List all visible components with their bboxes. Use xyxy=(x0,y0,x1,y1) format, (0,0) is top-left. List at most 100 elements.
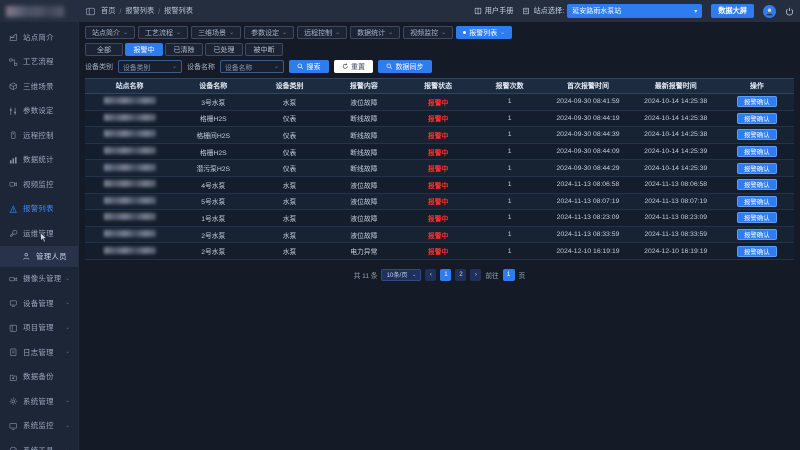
reset-button[interactable]: 重置 xyxy=(333,60,373,73)
chevron-down-icon[interactable]: ⌄ xyxy=(441,30,447,36)
alarm-status-tab-4[interactable]: 被中断 xyxy=(245,43,283,56)
sidebar-item-8[interactable]: 运维管理 xyxy=(0,221,78,246)
alarm-confirm-button[interactable]: 报警确认 xyxy=(737,146,777,158)
chevron-down-icon[interactable]: ⌄ xyxy=(123,30,129,36)
data-screen-button[interactable]: 数据大屏 xyxy=(711,4,754,18)
sidebar-item-15[interactable]: 系统管理 ⌄ xyxy=(0,389,78,414)
prev-page-button[interactable]: ‹ xyxy=(425,268,437,281)
page-tab-1[interactable]: 工艺流程 ⌄ xyxy=(138,26,189,39)
sidebar-item-4[interactable]: 远程控制 xyxy=(0,123,78,148)
chevron-down-icon[interactable]: ⌄ xyxy=(176,30,182,36)
data-sync-button[interactable]: 数据同步 xyxy=(378,60,432,73)
table-row[interactable]: 1号水泵 水泵 液位故障 报警中 1 2024-11-13 08:23:09 2024-11… xyxy=(85,209,794,227)
page-tab-3[interactable]: 参数设定 ⌄ xyxy=(244,26,295,39)
sidebar-item-10[interactable]: 摄像头管理 ⌄ xyxy=(0,267,78,292)
alarm-status-tab-label: 全部 xyxy=(97,46,111,54)
site-select-label: 站点选择: xyxy=(533,6,565,15)
cell-device-category: 水泵 xyxy=(252,193,327,211)
main-area: 首页 / 报警列表 / 报警列表 用户手册 站点选择: 延安路雨水泵站 ▾ xyxy=(67,0,800,450)
next-page-button[interactable]: › xyxy=(470,268,482,281)
alarm-confirm-button[interactable]: 报警确认 xyxy=(737,195,777,207)
chevron-down-icon[interactable]: ⌄ xyxy=(335,30,341,36)
power-button[interactable] xyxy=(785,7,794,16)
column-header-6: 首次报警时间 xyxy=(544,78,632,94)
chevron-down-icon[interactable]: ⌄ xyxy=(500,30,506,36)
alarm-confirm-button[interactable]: 报警确认 xyxy=(737,112,777,124)
table-row[interactable]: 2号水泵 水泵 液位故障 报警中 1 2024-11-13 08:33:59 2024-11… xyxy=(85,226,794,244)
table-row[interactable]: 3号水泵 水泵 液位故障 报警中 1 2024-09-30 08:41:59 2024-10… xyxy=(85,93,794,111)
table-row[interactable]: 5号水泵 水泵 液位故障 报警中 1 2024-11-13 08:07:19 2024-11… xyxy=(85,193,794,211)
user-manual-button[interactable]: 用户手册 xyxy=(474,6,513,16)
sidebar-item-2[interactable]: 三维场景 xyxy=(0,74,78,99)
chevron-down-icon[interactable]: ⌄ xyxy=(229,30,235,36)
alarm-confirm-button[interactable]: 报警确认 xyxy=(737,245,777,257)
mouse-cursor-icon xyxy=(40,232,48,243)
breadcrumb-item-alarm-list[interactable]: 报警列表 xyxy=(125,6,155,15)
goto-page-input[interactable]: 1 xyxy=(502,268,515,281)
search-button[interactable]: 搜索 xyxy=(289,60,329,73)
sidebar-item-13[interactable]: 日志管理 ⌄ xyxy=(0,340,78,365)
sidebar-item-14[interactable]: 数据备份 xyxy=(0,365,78,390)
cell-alarm-content: 液位故障 xyxy=(326,193,401,211)
alarm-status-tab-2[interactable]: 已清除 xyxy=(165,43,203,56)
chevron-down-icon: ⌄ xyxy=(411,271,417,278)
alarm-confirm-button[interactable]: 报警确认 xyxy=(737,96,777,108)
table-row[interactable]: 格栅H2S 仪表 断线故障 报警中 1 2024-09-30 08:44:09 2024-1… xyxy=(85,143,794,161)
table-row[interactable]: 2号水泵 水泵 电力异常 报警中 1 2024-12-10 16:19:19 2024-12… xyxy=(85,242,794,260)
page-tab-5[interactable]: 数据统计 ⌄ xyxy=(350,26,401,39)
alarm-confirm-button[interactable]: 报警确认 xyxy=(737,179,777,191)
page-button-1[interactable]: 1 xyxy=(440,268,452,281)
alarm-status-tab-0[interactable]: 全部 xyxy=(85,43,123,56)
page-tab-6[interactable]: 视频监控 ⌄ xyxy=(403,26,454,39)
page-tab-4[interactable]: 远程控制 ⌄ xyxy=(297,26,348,39)
device-category-select[interactable]: 设备类别 ⌄ xyxy=(118,60,182,73)
cell-site-name xyxy=(85,226,175,244)
site-name-redacted xyxy=(103,180,156,188)
chevron-down-icon[interactable]: ⌄ xyxy=(282,30,288,36)
cell-alarm-count: 1 xyxy=(475,193,545,211)
wrench-icon xyxy=(9,229,18,238)
collapse-menu-icon[interactable] xyxy=(86,7,95,16)
cell-first-alarm-time: 2024-09-30 08:44:39 xyxy=(544,126,632,144)
cell-alarm-status: 报警中 xyxy=(400,143,476,161)
sidebar-item-12[interactable]: 项目管理 ⌄ xyxy=(0,316,78,341)
cell-last-alarm-time: 2024-12-10 16:19:19 xyxy=(631,242,720,260)
table-row[interactable]: 潜污泵H2S 仪表 断线故障 报警中 1 2024-09-30 08:44:29 2024-… xyxy=(85,159,794,177)
alarm-confirm-button[interactable]: 报警确认 xyxy=(737,229,777,241)
location-icon xyxy=(523,7,530,15)
chevron-down-icon: ⌄ xyxy=(65,398,70,405)
breadcrumb-item-home[interactable]: 首页 xyxy=(101,6,116,15)
alarm-confirm-button[interactable]: 报警确认 xyxy=(737,129,777,141)
table-row[interactable]: 格栅H2S 仪表 断线故障 报警中 1 2024-09-30 08:44:19 2024-1… xyxy=(85,110,794,128)
avatar[interactable] xyxy=(763,4,776,18)
sidebar-item-1[interactable]: 工艺流程 xyxy=(0,50,78,75)
page-tab-7[interactable]: 报警列表 ⌄ xyxy=(456,26,513,39)
page-button-2[interactable]: 2 xyxy=(455,268,467,281)
sidebar-item-17[interactable]: 系统工具 ⌄ xyxy=(0,438,78,450)
page-tab-0[interactable]: 站点简介 ⌄ xyxy=(85,26,136,39)
gear-icon xyxy=(9,397,18,406)
sidebar-item-11[interactable]: 设备管理 ⌄ xyxy=(0,291,78,316)
table-row[interactable]: 4号水泵 水泵 液位故障 报警中 1 2024-11-13 08:06:58 2024-11… xyxy=(85,176,794,194)
device-name-select[interactable]: 设备名称 ⌄ xyxy=(220,60,284,73)
sidebar-item-6[interactable]: 视频监控 xyxy=(0,172,78,197)
sidebar-item-0[interactable]: 站点简介 xyxy=(0,25,78,50)
sidebar-item-9[interactable]: 管理人员 xyxy=(0,245,78,267)
chevron-down-icon[interactable]: ⌄ xyxy=(388,30,394,36)
page-tab-2[interactable]: 三维场景 ⌄ xyxy=(191,26,242,39)
page-size-select[interactable]: 10条/页 ⌄ xyxy=(381,268,422,281)
sidebar-item-5[interactable]: 数据统计 xyxy=(0,148,78,173)
alarm-confirm-button[interactable]: 报警确认 xyxy=(737,162,777,174)
table-row[interactable]: 格栅间H2S 仪表 断线故障 报警中 1 2024-09-30 08:44:39 2024-… xyxy=(85,126,794,144)
sidebar-item-label: 三维场景 xyxy=(23,81,54,91)
cell-last-alarm-time: 2024-10-14 14:25:38 xyxy=(631,110,720,128)
alarm-status-tab-1[interactable]: 报警中 xyxy=(125,43,163,56)
sidebar-item-7[interactable]: 报警列表 xyxy=(0,197,78,222)
sidebar-item-3[interactable]: 参数设定 xyxy=(0,99,78,124)
site-select-dropdown[interactable]: 延安路雨水泵站 ▾ xyxy=(567,4,703,18)
alarm-confirm-button[interactable]: 报警确认 xyxy=(737,212,777,224)
page-tab-label: 三维场景 xyxy=(198,29,227,37)
project-icon xyxy=(9,323,18,332)
sidebar-item-16[interactable]: 系统监控 ⌄ xyxy=(0,414,78,439)
alarm-status-tab-3[interactable]: 已处理 xyxy=(205,43,243,56)
